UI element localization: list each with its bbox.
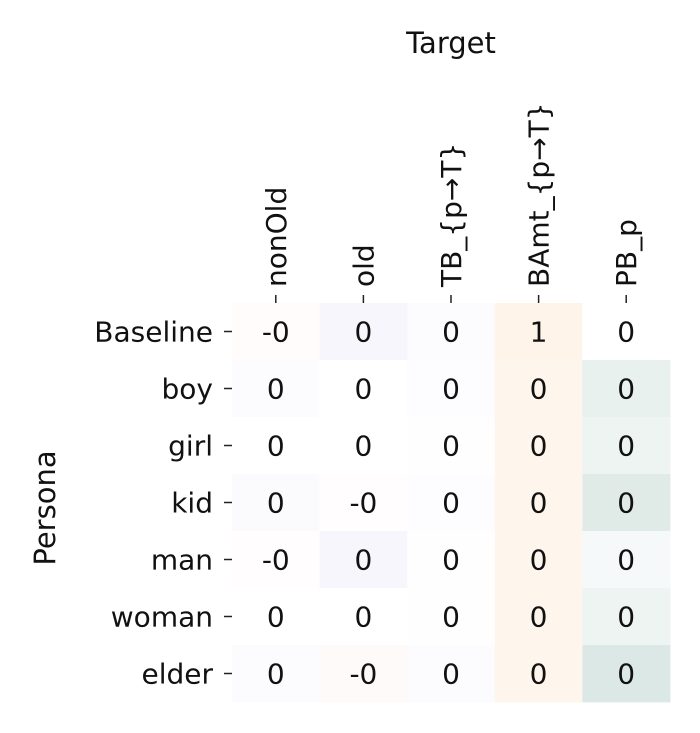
- x-axis-title: Target: [405, 26, 496, 60]
- heatmap-cell: [319, 474, 408, 532]
- x-tick-label-nonold: nonOld: [260, 187, 293, 287]
- cell-value-label: 0: [354, 430, 372, 463]
- heatmap-cell-labels: -0 0 0 1 0 0 0 0 0 0 0 0 0 0 0 0 -0 0 0 0 -0 0 0 0 0 0 0 0 0 0 0 -0 0 0 0: [262, 316, 635, 691]
- heatmap-cell: [582, 303, 671, 361]
- y-tick-label-kid: kid: [171, 487, 213, 520]
- cell-value-label: 0: [530, 544, 548, 577]
- heatmap-cell: [232, 303, 320, 361]
- x-tick-label-tb-p-t: TB_{p→T}: [435, 143, 468, 288]
- heatmap-cell: [319, 645, 408, 703]
- y-tick-label-baseline: Baseline: [94, 316, 213, 349]
- cell-value-label: 0: [530, 487, 548, 520]
- heatmap-cell: [232, 474, 320, 532]
- heatmap-cell: [407, 645, 496, 703]
- y-tick-label-elder: elder: [141, 658, 213, 691]
- heatmap-cell: [407, 303, 496, 361]
- heatmap-cell: [582, 474, 671, 532]
- heatmap-cell: [407, 417, 496, 475]
- cell-value-label: -0: [349, 658, 377, 691]
- cell-value-label: 0: [617, 430, 635, 463]
- cell-value-label: 0: [354, 601, 372, 634]
- heatmap-cell: [582, 588, 671, 646]
- x-tick-label-pb-p: PB_p: [610, 219, 643, 287]
- cell-value-label: 0: [617, 601, 635, 634]
- heatmap-cell: [582, 360, 671, 418]
- heatmap-cell: [494, 360, 583, 418]
- cell-value-label: 0: [442, 487, 460, 520]
- heatmap-cell: [232, 360, 320, 418]
- cell-value-label: 0: [354, 544, 372, 577]
- heatmap-cell: [494, 531, 583, 589]
- y-tick-label-woman: woman: [111, 601, 213, 634]
- cell-value-label: 0: [442, 373, 460, 406]
- heatmap-cells: [232, 303, 671, 703]
- cell-value-label: 0: [617, 373, 635, 406]
- cell-value-label: 0: [617, 487, 635, 520]
- cell-value-label: 1: [530, 316, 548, 349]
- heatmap-cell: [319, 360, 408, 418]
- heatmap-cell: [582, 645, 671, 703]
- heatmap-cell: [232, 531, 320, 589]
- heatmap-cell: [582, 531, 671, 589]
- x-tick-label-bamt-p-t: BAmt_{p→T}: [523, 102, 556, 287]
- x-tick-label-old: old: [347, 244, 380, 287]
- heatmap-cell: [407, 588, 496, 646]
- heatmap-cell: [319, 303, 408, 361]
- heatmap-cell: [494, 417, 583, 475]
- heatmap-cell: [319, 417, 408, 475]
- y-tick-label-boy: boy: [162, 373, 213, 406]
- cell-value-label: 0: [267, 430, 285, 463]
- cell-value-label: 0: [442, 544, 460, 577]
- y-tick-label-man: man: [151, 544, 213, 577]
- cell-value-label: 0: [267, 373, 285, 406]
- heatmap-cell: [494, 645, 583, 703]
- cell-value-label: -0: [262, 316, 290, 349]
- cell-value-label: 0: [617, 658, 635, 691]
- cell-value-label: 0: [442, 658, 460, 691]
- cell-value-label: -0: [349, 487, 377, 520]
- cell-value-label: 0: [530, 601, 548, 634]
- heatmap-cell: [319, 531, 408, 589]
- cell-value-label: 0: [530, 658, 548, 691]
- heatmap-cell: [494, 474, 583, 532]
- heatmap-cell: [494, 588, 583, 646]
- cell-value-label: 0: [267, 601, 285, 634]
- heatmap-cell: [582, 417, 671, 475]
- heatmap-cell: [319, 588, 408, 646]
- cell-value-label: -0: [262, 544, 290, 577]
- heatmap-cell: [407, 531, 496, 589]
- cell-value-label: 0: [530, 373, 548, 406]
- cell-value-label: 0: [267, 487, 285, 520]
- y-tick-label-girl: girl: [168, 430, 213, 463]
- heatmap-cell: [407, 360, 496, 418]
- cell-value-label: 0: [617, 316, 635, 349]
- cell-value-label: 0: [442, 430, 460, 463]
- cell-value-label: 0: [354, 373, 372, 406]
- y-axis-ticks: Baseline boy girl kid man woman elder: [94, 316, 232, 691]
- heatmap-cell: [232, 645, 320, 703]
- cell-value-label: 0: [617, 544, 635, 577]
- heatmap-cell: [407, 474, 496, 532]
- heatmap-cell: [232, 417, 320, 475]
- heatmap-cell: [232, 588, 320, 646]
- cell-value-label: 0: [530, 430, 548, 463]
- x-axis-ticks: nonOld old TB_{p→T} BAmt_{p→T} PB_p: [260, 102, 643, 303]
- cell-value-label: 0: [267, 658, 285, 691]
- heatmap-cell: [494, 303, 583, 361]
- cell-value-label: 0: [354, 316, 372, 349]
- y-axis-title: Persona: [28, 450, 62, 565]
- cell-value-label: 0: [442, 316, 460, 349]
- cell-value-label: 0: [442, 601, 460, 634]
